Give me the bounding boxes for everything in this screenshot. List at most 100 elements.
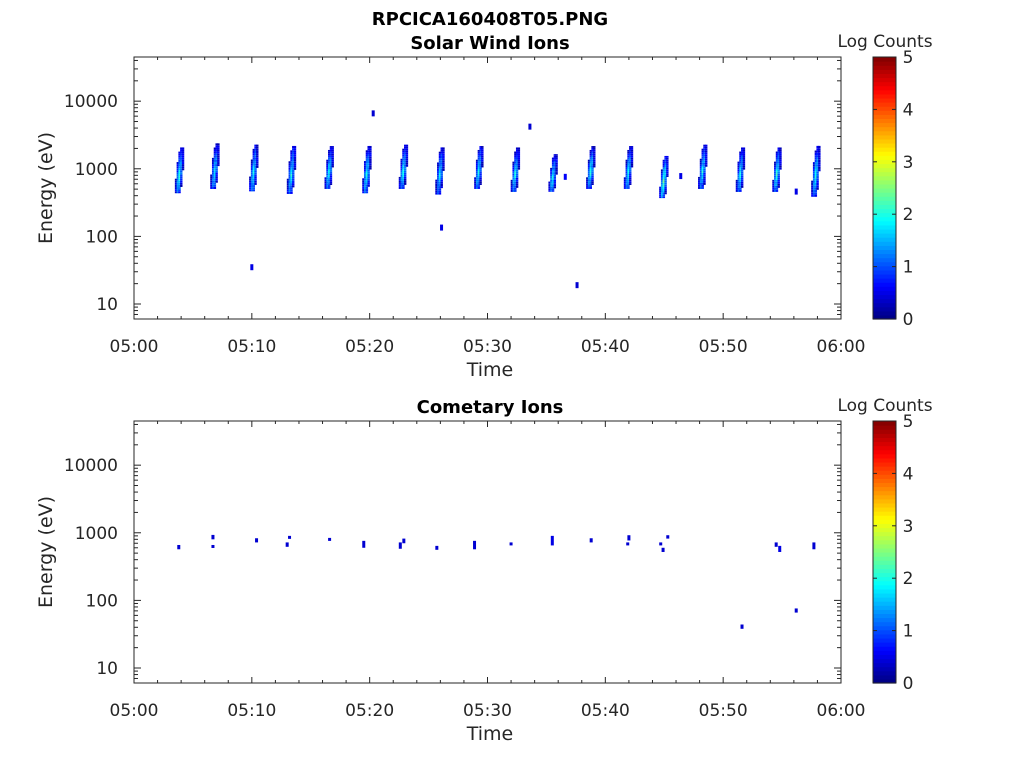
colorbar-tick-label: 2 [903, 205, 914, 225]
heat-cell [362, 178, 365, 181]
heat-cell [775, 175, 779, 178]
heat-cell [660, 196, 664, 199]
heat-cell [659, 190, 662, 193]
heat-cell [741, 149, 744, 152]
heat-cell [292, 178, 295, 181]
x-tick-label: 05:40 [581, 337, 630, 357]
heat-cell [818, 152, 821, 156]
colorbar-segment [873, 282, 896, 287]
heat-cell [551, 181, 555, 184]
heat-cell [512, 183, 515, 186]
heat-cell [288, 180, 291, 183]
heat-cell [252, 168, 255, 171]
heat-cell [735, 187, 739, 190]
heat-cell [705, 146, 708, 149]
heat-cell [256, 151, 259, 154]
colorbar-segment [873, 449, 896, 455]
heat-cell [818, 157, 821, 160]
heat-cell [664, 184, 667, 187]
heat-cell [777, 149, 780, 152]
x-tick-label: 05:10 [227, 337, 276, 357]
heat-cell [400, 162, 403, 165]
heat-cell [249, 185, 252, 188]
heat-cell [474, 187, 477, 189]
heat-cell [625, 181, 628, 184]
colorbar-segment [873, 212, 896, 218]
heat-cell [818, 164, 821, 167]
colorbar-segment [873, 65, 896, 70]
heat-cell [437, 192, 440, 195]
heat-cell [739, 181, 742, 184]
heat-cell [777, 161, 780, 164]
heat-cell [329, 163, 333, 166]
heat-cell [659, 192, 662, 195]
heat-cell [329, 151, 333, 154]
heat-cell [703, 162, 706, 165]
heat-cell [591, 155, 594, 158]
heat-cell [775, 171, 779, 174]
heat-cell [739, 177, 742, 180]
heat-cell [369, 152, 372, 155]
heat-cell [777, 153, 780, 156]
colorbar-segment [873, 151, 896, 156]
heat-cell [550, 176, 553, 179]
heat-cell [630, 153, 634, 156]
heat-cell [404, 152, 407, 155]
heat-cell [331, 159, 334, 162]
heat-cell [328, 157, 331, 160]
colorbar-segment [873, 175, 896, 181]
heat-cell [176, 172, 179, 175]
heat-cell [548, 190, 551, 192]
heat-cell [550, 169, 553, 172]
heat-cell [775, 185, 779, 188]
heat-cell [660, 186, 664, 189]
heat-cell [814, 187, 818, 190]
heat-cell [211, 162, 215, 165]
colorbar-segment [873, 556, 896, 561]
heat-cell [812, 182, 816, 186]
heat-cell [442, 158, 445, 161]
heat-cell [440, 181, 443, 184]
heat-cell [662, 188, 666, 191]
heat-cell [398, 180, 402, 183]
heat-cell [213, 149, 217, 152]
colorbar-label: Log Counts [837, 396, 932, 416]
heat-cell [288, 176, 291, 179]
heat-cell [553, 186, 557, 189]
heat-cell [437, 171, 440, 174]
heat-cell [593, 146, 596, 148]
heat-cell [698, 176, 701, 179]
heat-cell [627, 179, 630, 182]
heat-cell [326, 175, 329, 178]
heat-cell [666, 159, 669, 162]
heat-cell [705, 148, 708, 151]
heat-cell [180, 170, 183, 173]
heat-cell [515, 151, 519, 154]
heat-cell [213, 153, 217, 156]
heat-cell [553, 154, 557, 156]
heat-cell [779, 153, 782, 156]
heat-cell [435, 183, 438, 186]
heat-cell [481, 153, 484, 156]
heat-cell [623, 177, 627, 180]
heat-pixel [440, 224, 444, 231]
heat-cell [437, 190, 440, 193]
heat-cell [742, 153, 746, 156]
heat-cell [362, 189, 365, 192]
heat-cell [589, 173, 592, 176]
heat-cell [662, 165, 666, 168]
colorbar-segment [873, 609, 896, 614]
heat-cell [818, 166, 821, 169]
heat-cell [629, 146, 632, 148]
heat-cell [662, 175, 666, 177]
heat-cell [326, 187, 329, 189]
heat-cell [250, 163, 254, 166]
heat-cell [178, 180, 181, 183]
heat-cell [664, 155, 667, 158]
heat-cell [811, 185, 814, 188]
heat-cell [625, 179, 628, 182]
heat-cell [587, 175, 591, 178]
heat-cell [593, 151, 596, 154]
heat-cell [774, 177, 777, 180]
heat-cell [363, 180, 367, 183]
